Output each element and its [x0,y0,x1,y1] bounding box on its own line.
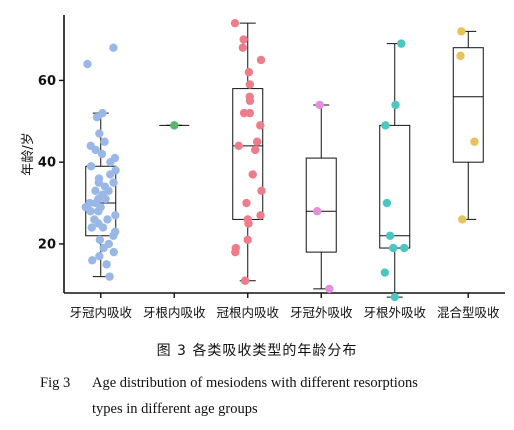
data-point [91,186,100,195]
data-point [95,129,104,138]
y-tick-label: 60 [38,74,56,89]
data-point [109,247,118,257]
x-tick-label: 牙根外吸收 [363,305,426,320]
data-point [456,51,465,61]
data-point [95,252,104,261]
y-tick-label: 20 [38,237,56,252]
data-point [238,43,248,52]
data-point [100,137,109,146]
box-iqr [452,47,484,163]
data-point [94,178,103,187]
axes [59,15,505,298]
data-point [234,141,243,151]
data-point [86,162,96,171]
data-point [109,231,118,240]
data-point [248,170,257,179]
x-tick-label: 牙根内吸收 [143,305,206,320]
x-tick-label: 牙冠外吸收 [290,305,353,320]
data-point [245,80,255,89]
data-point [389,243,398,253]
data-point [104,186,113,195]
data-point [312,207,322,216]
data-point [391,100,400,110]
data-point [106,170,115,179]
data-point [256,121,265,130]
data-point [109,43,118,52]
data-point [102,260,111,269]
data-point [106,157,115,167]
data-point [91,145,100,155]
figure-label-en: Fig 3 [40,375,71,391]
figure-caption-en: Fig 3 Age distribution of mesiodens with … [40,370,500,422]
data-point [231,247,240,257]
data-point [381,121,390,130]
data-point [256,55,266,65]
data-point [87,223,96,232]
boxes [85,22,484,298]
data-point [458,215,467,224]
data-point [257,186,266,195]
data-point [244,68,254,77]
data-point [111,211,120,220]
data-point [83,59,92,69]
y-tick-label: 40 [38,156,56,171]
figure-caption-cn: 图 3 各类吸收类型的年龄分布 [156,343,358,359]
data-point [239,108,249,118]
data-point [380,268,390,277]
data-point [382,198,392,208]
data-point [390,292,399,302]
data-point [385,231,395,240]
data-point [397,39,406,48]
data-point [243,235,252,245]
data-point [240,276,250,285]
data-point [95,235,105,245]
data-point [86,207,95,216]
data-point [256,211,265,220]
data-point [88,256,97,265]
data-point [457,27,466,36]
x-tick-label: 混合型吸收 [437,305,500,320]
data-point [92,113,102,122]
data-point [470,137,479,146]
figure-caption-en-line1: Age distribution of mesiodens with diffe… [92,375,418,391]
data-point [97,149,107,159]
data-point [245,96,255,106]
box-iqr [305,157,337,253]
data-point [99,243,108,253]
data-point [109,178,118,187]
data-point [170,121,179,130]
data-point [98,223,108,232]
data-point [239,35,248,44]
x-tick-label: 冠根内吸收 [216,305,279,320]
data-point [105,272,114,281]
figure-caption-en-line2: types in different age groups [92,401,258,417]
data-point [315,100,324,110]
data-point [400,243,409,253]
data-point [250,145,260,155]
x-tick-label: 牙冠内吸收 [69,305,132,320]
data-point [101,194,110,204]
data-point [325,284,334,294]
data-point [230,18,240,28]
points [81,18,479,302]
data-point [94,207,103,216]
box-iqr [379,124,411,249]
y-axis-title: 年龄/岁 [21,132,36,175]
data-point [242,198,251,208]
data-point [252,137,262,146]
data-point [244,219,253,228]
data-point [103,215,112,224]
